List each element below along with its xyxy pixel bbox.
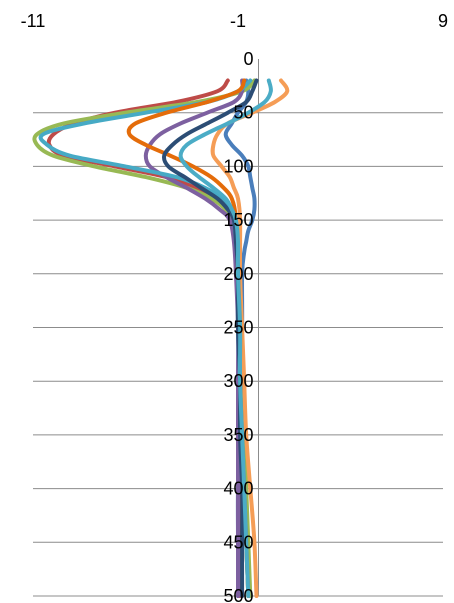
x-tick-label--1: -1	[230, 11, 246, 31]
y-tick-label-300: 300	[223, 371, 253, 391]
y-tick-label-150: 150	[223, 210, 253, 230]
x-tick-label-9: 9	[438, 11, 448, 31]
y-tick-label-250: 250	[223, 318, 253, 338]
tick-labels: 0 50 100 150 200 250 300 350 400 450 500 -11 -1 9	[21, 11, 448, 603]
y-tick-label-500: 500	[223, 586, 253, 603]
x-tick-label--11: -11	[21, 11, 46, 31]
y-tick-label-350: 350	[223, 425, 253, 445]
y-tick-label-0: 0	[243, 49, 253, 69]
y-tick-label-50: 50	[233, 103, 253, 123]
series-line-4	[143, 78, 245, 598]
y-tick-label-100: 100	[223, 156, 253, 176]
series-line-9	[178, 78, 273, 598]
y-tick-label-450: 450	[223, 532, 253, 552]
y-tick-label-200: 200	[223, 264, 253, 284]
series-lines	[32, 78, 290, 598]
y-tick-label-400: 400	[223, 479, 253, 499]
